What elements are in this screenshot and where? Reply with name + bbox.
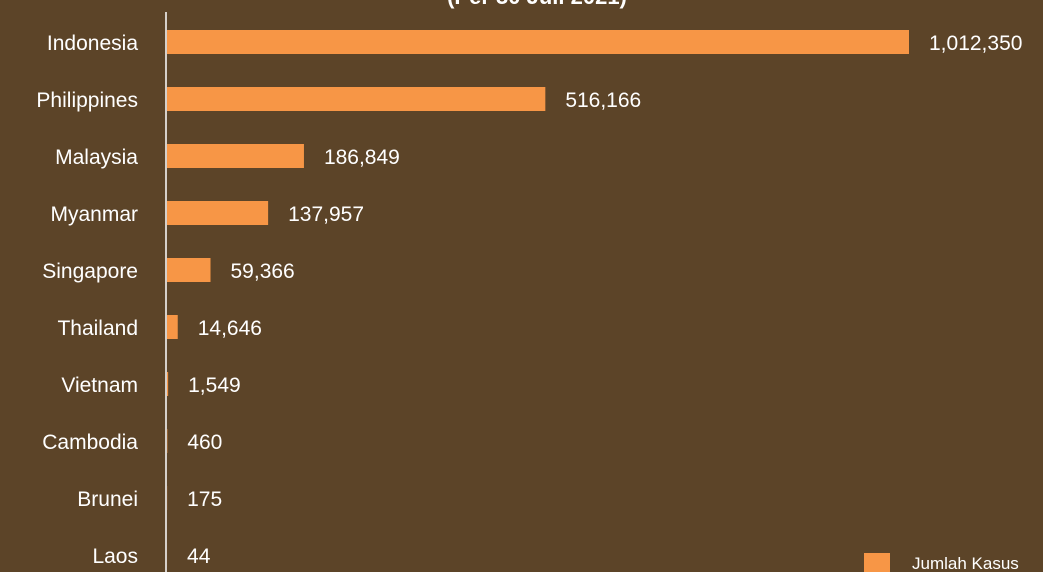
bar — [167, 372, 169, 396]
legend-label: Jumlah Kasus — [912, 554, 1019, 572]
legend: Jumlah Kasus — [864, 553, 1019, 572]
value-label: 59,366 — [231, 260, 295, 283]
value-label: 137,957 — [288, 203, 364, 226]
category-label: Cambodia — [42, 431, 138, 454]
bars-group: Indonesia 1,012,350 Philippines 516,166 Mala… — [36, 30, 1022, 568]
bar — [167, 201, 269, 225]
bar — [167, 87, 546, 111]
bar — [167, 315, 178, 339]
value-label: 516,166 — [565, 89, 641, 112]
category-label: Philippines — [36, 89, 138, 112]
value-label: 1,549 — [188, 374, 241, 397]
value-label: 175 — [187, 488, 222, 511]
category-label: Brunei — [77, 488, 138, 511]
category-label: Singapore — [42, 260, 138, 283]
value-label: 44 — [187, 545, 211, 568]
value-label: 186,849 — [324, 146, 400, 169]
category-label: Indonesia — [47, 32, 138, 55]
bar — [167, 144, 304, 168]
category-label: Thailand — [57, 317, 138, 340]
value-label: 460 — [187, 431, 222, 454]
chart-title: (Per 30 Juli 2021) — [447, 0, 627, 9]
value-label: 1,012,350 — [929, 32, 1022, 55]
legend-swatch — [864, 553, 890, 572]
category-label: Laos — [92, 545, 138, 568]
category-label: Malaysia — [55, 146, 138, 169]
bar — [167, 30, 909, 54]
bar — [167, 258, 211, 282]
value-label: 14,646 — [198, 317, 262, 340]
category-label: Myanmar — [50, 203, 138, 226]
category-label: Vietnam — [61, 374, 138, 397]
